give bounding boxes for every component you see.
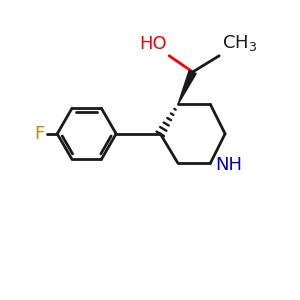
Text: NH: NH <box>216 156 243 174</box>
Text: HO: HO <box>139 35 167 53</box>
Text: CH$_3$: CH$_3$ <box>221 33 257 53</box>
Text: F: F <box>34 125 45 143</box>
Polygon shape <box>178 70 196 104</box>
